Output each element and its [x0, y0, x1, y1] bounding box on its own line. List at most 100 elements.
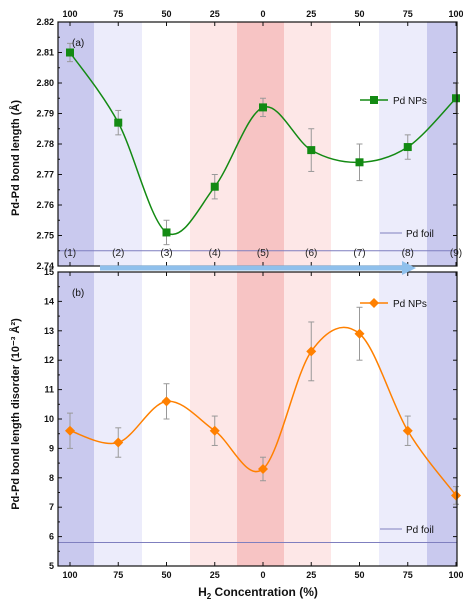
- fit-curves: [69, 52, 457, 496]
- top-xtick-label: 25: [306, 9, 316, 19]
- stage-label: (3): [160, 248, 172, 259]
- panel-a-background-bands: [58, 22, 457, 266]
- panel-b-data-point: [258, 463, 268, 474]
- bottom-xtick-label: 100: [448, 570, 463, 580]
- panel-b-legend: Pd NPs: [360, 298, 427, 310]
- top-xtick-label: 50: [354, 9, 364, 19]
- panel-b-ytick-label: 14: [44, 296, 54, 306]
- x-axis-label: H2 Concentration (%): [198, 585, 318, 601]
- panel-a-ytick-label: 2.77: [36, 170, 54, 180]
- panel-a-ytick-label: 2.81: [36, 48, 54, 58]
- panel-b-legend-label: Pd NPs: [393, 299, 427, 310]
- panel-a-y-axis-label: Pd-Pd bond length (Å): [9, 100, 22, 216]
- panel-b-band-4: [190, 272, 237, 566]
- panel-a-legend-label: Pd NPs: [393, 96, 427, 107]
- panel-b-ytick-label: 8: [49, 473, 54, 483]
- panel-a-foil-legend: Pd foil: [380, 229, 434, 240]
- panel-b-ytick-label: 13: [44, 326, 54, 336]
- panel-a-data-point: [259, 103, 267, 112]
- panel-a-ytick-label: 2.76: [36, 200, 54, 210]
- panel-b-label: (b): [72, 288, 84, 299]
- stage-label: (2): [112, 248, 124, 259]
- stage-label: (4): [209, 248, 221, 259]
- top-xtick-label: 100: [448, 9, 463, 19]
- panel-a-data-point: [210, 182, 219, 191]
- panel-a-data-point: [66, 48, 74, 57]
- panel-a-band-9: [427, 22, 457, 266]
- panel-b-ytick-label: 12: [44, 355, 54, 365]
- data-marks: [65, 42, 461, 505]
- panel-a-data-point: [307, 146, 316, 155]
- panel-a-data-point: [162, 228, 171, 237]
- top-xtick-label: 75: [403, 9, 413, 19]
- panel-b-ytick-label: 9: [49, 443, 54, 453]
- stage-label: (6): [305, 248, 317, 259]
- panel-b-band-8: [379, 272, 427, 566]
- panel-b-ytick-label: 15: [44, 267, 54, 277]
- panel-b-data-point: [209, 425, 220, 436]
- panel-b-band-1: [58, 272, 94, 566]
- panel-b-data-point: [451, 490, 461, 501]
- panel-a-ytick-label: 2.75: [36, 231, 54, 241]
- panel-b-band-5: [237, 272, 284, 566]
- panel-a-legend: Pd NPs: [360, 96, 427, 107]
- bottom-xtick-label: 100: [62, 570, 77, 580]
- panel-b-data-point: [306, 346, 317, 357]
- panel-b-data-point: [113, 437, 124, 448]
- stage-label: (7): [353, 248, 365, 259]
- panel-a-ytick-label: 2.78: [36, 139, 54, 149]
- panel-a-ytick-label: 2.82: [36, 17, 54, 27]
- panel-a-band-8: [379, 22, 427, 266]
- panel-b-fit-curve: [69, 326, 457, 496]
- panel-b-foil-label: Pd foil: [406, 525, 434, 536]
- panel-b-foil-legend: Pd foil: [380, 525, 434, 536]
- panel-a-band-4: [190, 22, 237, 266]
- panel-a-label: (a): [72, 38, 84, 49]
- panel-b-ytick-label: 10: [44, 414, 54, 424]
- panel-a-fit-curve: [69, 52, 457, 236]
- progress-arrow: [100, 261, 416, 275]
- top-xtick-label: 75: [113, 9, 123, 19]
- panel-b-ytick-label: 7: [49, 502, 54, 512]
- panel-a-data-point: [452, 94, 460, 103]
- panel-b-ytick-label: 5: [49, 561, 54, 571]
- bottom-xtick-label: 75: [403, 570, 413, 580]
- panel-a-ytick-label: 2.80: [36, 78, 54, 88]
- panel-b-data-point: [354, 328, 365, 339]
- bottom-xtick-label: 25: [210, 570, 220, 580]
- panel-b-background-bands: [58, 272, 457, 566]
- stage-label: (9): [450, 248, 462, 259]
- panel-a-band-1: [58, 22, 94, 266]
- panel-b-band-2: [94, 272, 142, 566]
- panel-a-band-6: [284, 22, 331, 266]
- panel-b-band-6: [284, 272, 331, 566]
- panel-a-data-point: [114, 118, 123, 127]
- top-xtick-label: 25: [210, 9, 220, 19]
- panel-a-ytick-label: 2.74: [36, 261, 54, 271]
- reference-lines: [58, 250, 457, 543]
- bottom-xtick-label: 25: [306, 570, 316, 580]
- panel-a-data-point: [355, 158, 364, 167]
- panel-b-y-axis-label: Pd-Pd bond length disorder (10⁻³ Å²): [9, 318, 22, 510]
- stage-label: (5): [257, 248, 269, 259]
- panel-a-band-5: [237, 22, 284, 266]
- panel-a-data-point: [403, 143, 412, 152]
- top-xtick-label: 50: [161, 9, 171, 19]
- top-xtick-label: 100: [62, 9, 77, 19]
- top-xtick-label: 0: [260, 9, 265, 19]
- panel-a-band-2: [94, 22, 142, 266]
- panel-b-data-point: [402, 425, 413, 436]
- panel-b-band-9: [427, 272, 457, 566]
- panel-a-ytick-label: 2.79: [36, 109, 54, 119]
- bottom-xtick-label: 0: [260, 570, 265, 580]
- stage-label: (8): [402, 248, 414, 259]
- panel-a-foil-label: Pd foil: [406, 229, 434, 240]
- panel-b-data-point: [161, 396, 172, 407]
- bottom-xtick-label: 50: [354, 570, 364, 580]
- stage-label: (1): [64, 248, 76, 259]
- panel-b-ytick-label: 6: [49, 532, 54, 542]
- bottom-xtick-label: 75: [113, 570, 123, 580]
- panel-b-ytick-label: 11: [44, 385, 54, 395]
